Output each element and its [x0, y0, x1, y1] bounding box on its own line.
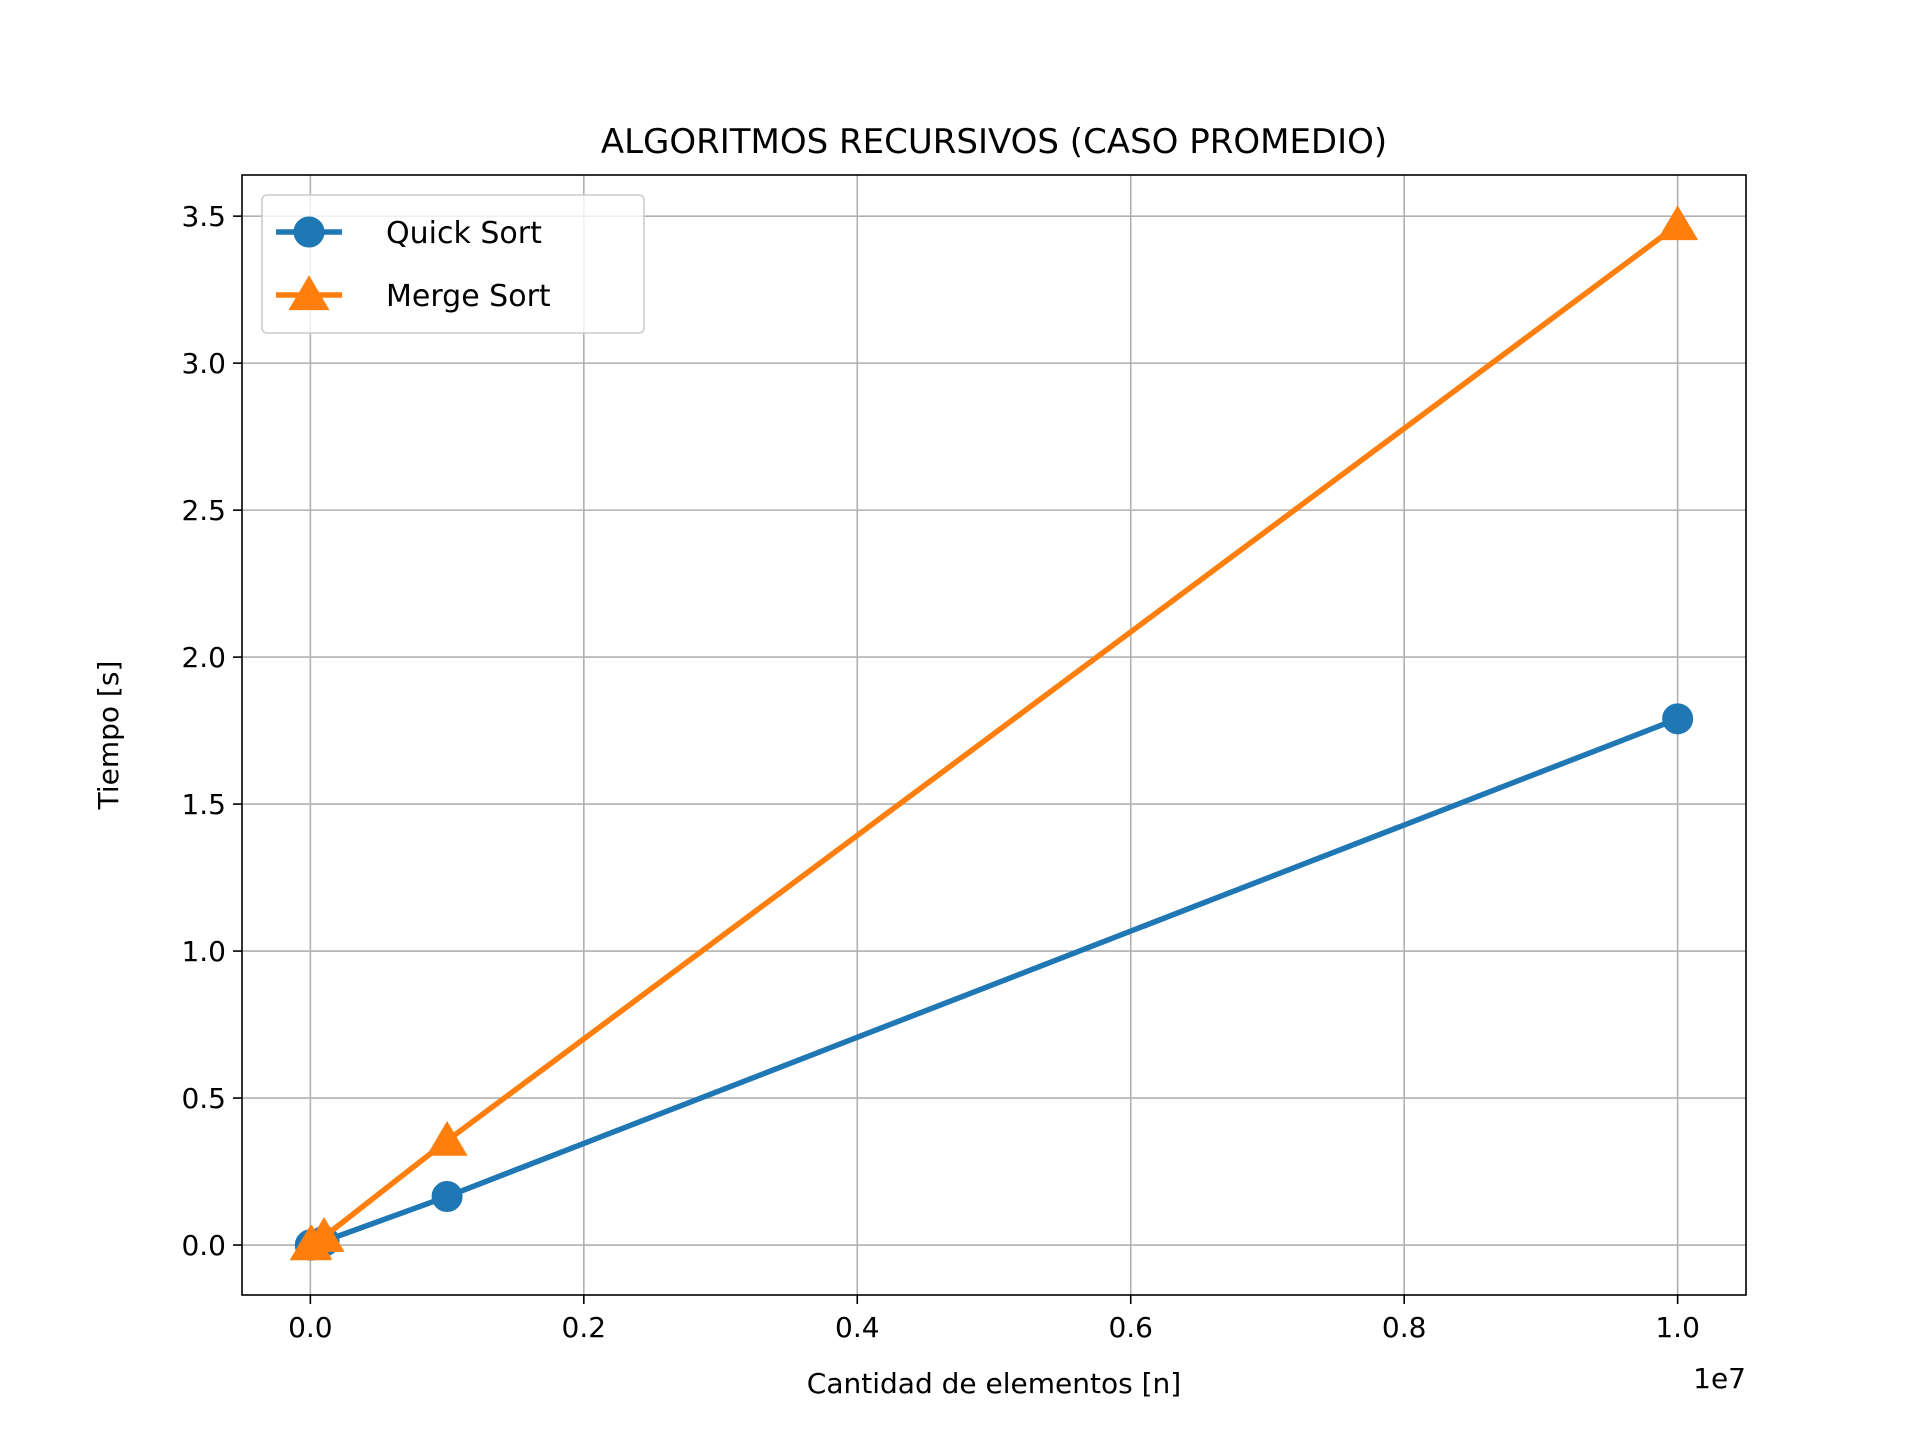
x-axis-offset-label: 1e7 [1693, 1362, 1746, 1395]
x-axis-label: Cantidad de elementos [n] [807, 1367, 1181, 1400]
y-tick-label: 3.0 [181, 347, 226, 380]
legend-label: Merge Sort [386, 279, 551, 314]
y-tick-label: 0.5 [181, 1082, 226, 1115]
data-point-circle [293, 216, 325, 248]
y-tick-label: 0.0 [181, 1229, 226, 1262]
data-point-circle [1662, 703, 1694, 735]
y-tick-label: 3.5 [181, 200, 226, 233]
data-point-triangle [426, 1120, 468, 1156]
plot-frame [241, 174, 1747, 1296]
y-tick-label: 1.5 [181, 788, 226, 821]
x-tick-label: 0.4 [835, 1311, 880, 1344]
data-point-triangle [1657, 205, 1699, 241]
chart-title: ALGORITMOS RECURSIVOS (CASO PROMEDIO) [601, 122, 1387, 162]
y-tick-label: 1.0 [181, 935, 226, 968]
data-point-triangle [288, 275, 330, 311]
x-tick-label: 0.0 [288, 1311, 333, 1344]
legend: Quick Sort Merge Sort [261, 194, 645, 334]
y-tick-label: 2.5 [181, 494, 226, 527]
legend-label: Quick Sort [386, 216, 542, 251]
grid-lines [242, 175, 1746, 1295]
series-merge-sort [289, 205, 1699, 1261]
series-layer [289, 205, 1699, 1261]
legend-box [261, 194, 645, 334]
y-axis-label: Tiempo [s] [92, 661, 125, 811]
y-tick-label: 2.0 [181, 641, 226, 674]
x-tick-label: 0.8 [1382, 1311, 1427, 1344]
x-tick-label: 0.2 [562, 1311, 607, 1344]
legend-entry: Quick Sort [276, 216, 542, 251]
axis-ticks: 0.0 0.2 0.4 0.6 0.8 1.0 0.0 0.5 1.0 1.5 2.0 2.5 3.0 3… [181, 200, 1699, 1344]
data-point-circle [431, 1181, 463, 1213]
data-point-triangle [303, 1217, 345, 1252]
legend-entry: Merge Sort [276, 275, 551, 314]
x-tick-label: 1.0 [1655, 1311, 1700, 1344]
x-tick-label: 0.6 [1108, 1311, 1153, 1344]
